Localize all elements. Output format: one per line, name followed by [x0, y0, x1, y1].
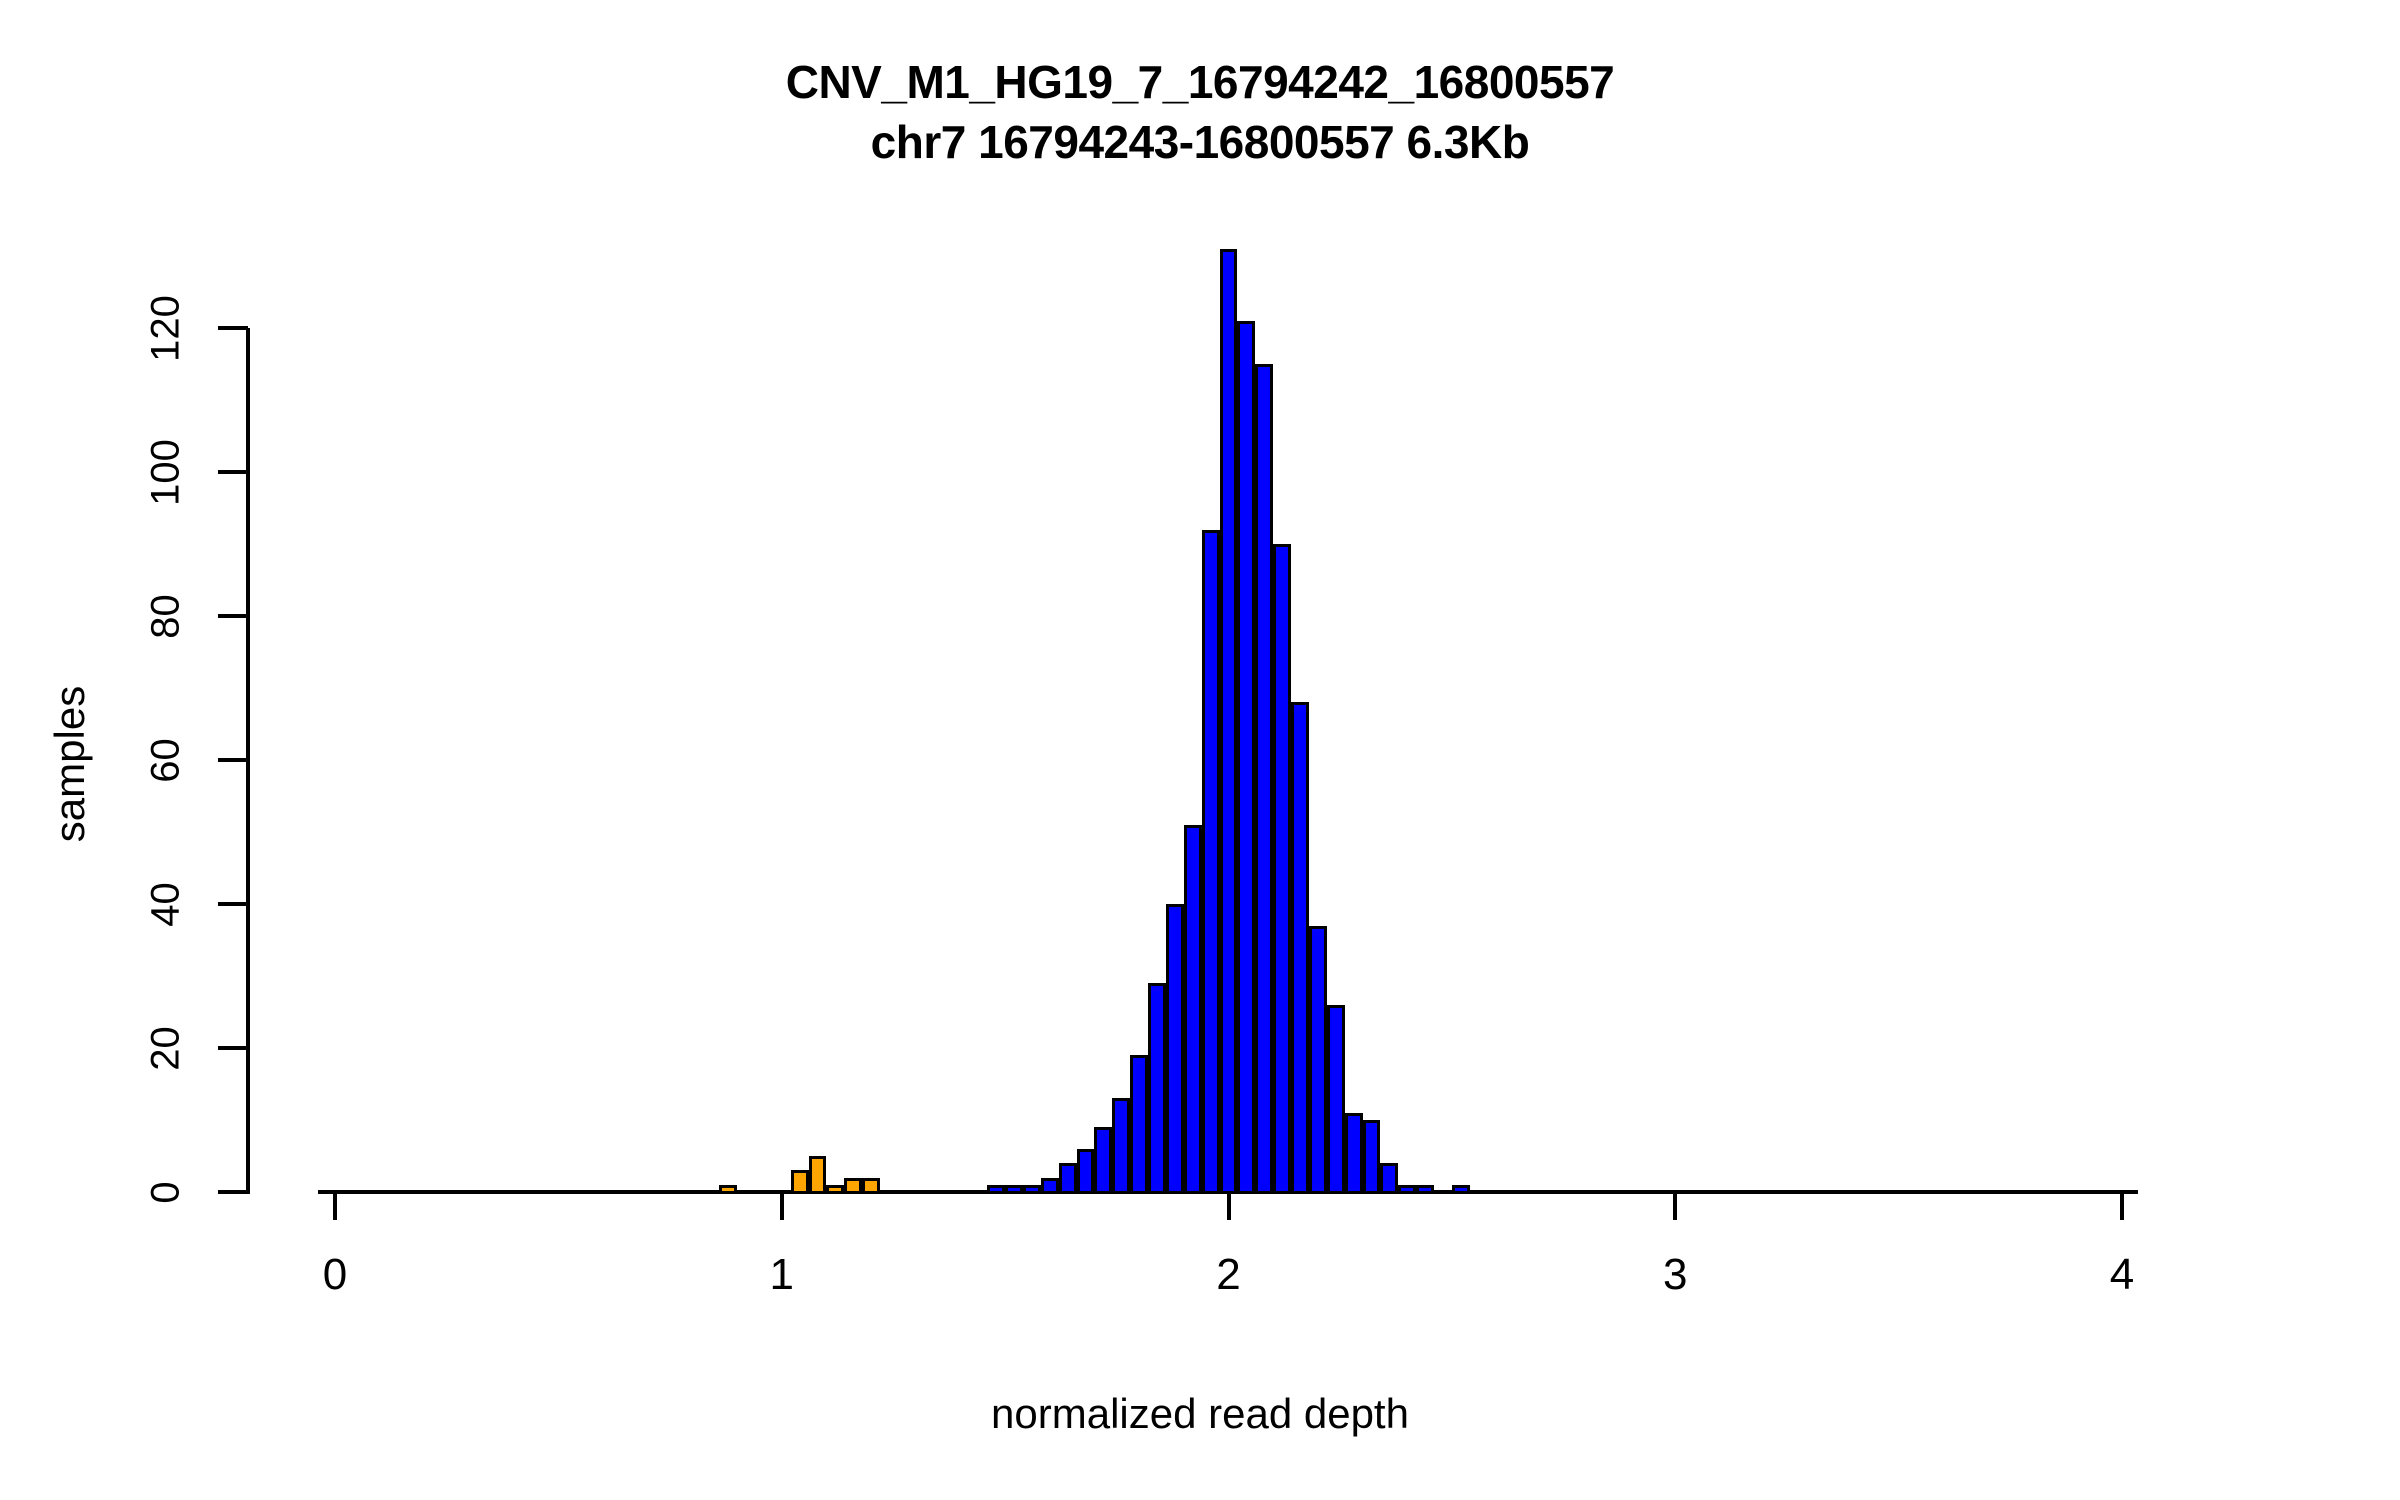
histogram-bar [1130, 1055, 1149, 1194]
y-axis-tick-label: 40 [143, 882, 188, 927]
x-axis-tick-label: 1 [769, 1250, 794, 1299]
histogram-bar [790, 1170, 809, 1194]
x-axis-tick [333, 1192, 337, 1220]
histogram-bar [1326, 1004, 1345, 1194]
y-axis-tick [218, 614, 248, 618]
histogram-bar [1451, 1184, 1470, 1194]
y-axis-tick-label: 0 [143, 1181, 188, 1204]
histogram-bar [1112, 1098, 1131, 1194]
histogram-bar [1058, 1163, 1077, 1194]
y-axis-tick-label: 120 [143, 295, 188, 362]
histogram-bar [1398, 1184, 1417, 1194]
histogram-bar [808, 1156, 827, 1194]
histogram-bar [1022, 1184, 1041, 1194]
histogram-bar [844, 1177, 863, 1194]
histogram-bar [1237, 320, 1256, 1194]
y-axis-tick [218, 470, 248, 474]
histogram-bar [1076, 1148, 1095, 1194]
chart-title-line1: CNV_M1_HG19_7_16794242_16800557 [785, 56, 1615, 108]
y-axis-tick [218, 1190, 248, 1194]
x-axis-tick [2120, 1192, 2124, 1220]
histogram-bar [1416, 1184, 1434, 1194]
histogram-bar [1219, 248, 1238, 1194]
histogram-bar [1255, 364, 1274, 1194]
histogram-bar [1362, 1120, 1381, 1194]
histogram-bar [1040, 1177, 1059, 1194]
histogram-bar [1148, 983, 1166, 1194]
histogram-bar [1165, 904, 1184, 1194]
histogram-bar [1308, 925, 1327, 1194]
histogram-bar [1380, 1163, 1399, 1194]
y-axis-tick [218, 902, 248, 906]
chart-title-line2: chr7 16794243-16800557 6.3Kb [870, 116, 1530, 168]
x-axis-tick-label: 3 [1663, 1250, 1688, 1299]
histogram-bar [1201, 529, 1220, 1194]
y-axis-tick-label: 20 [143, 1026, 188, 1071]
histogram-bar [1094, 1127, 1113, 1194]
x-axis-tick-label: 2 [1216, 1250, 1241, 1299]
x-axis-title: normalized read depth [991, 1390, 1409, 1437]
y-axis-line [246, 328, 250, 1194]
x-axis-tick [1226, 1192, 1231, 1220]
y-axis-title: samples [46, 685, 93, 843]
histogram-bar [1005, 1184, 1023, 1194]
x-axis-tick [779, 1192, 784, 1220]
chart-title: CNV_M1_HG19_7_16794242_16800557 chr7 167… [0, 52, 2400, 172]
y-axis-tick-label: 60 [143, 738, 188, 783]
y-axis-tick-label: 100 [143, 439, 188, 506]
y-axis-tick [218, 1046, 248, 1050]
histogram-bar [1183, 824, 1202, 1194]
histogram-bar [826, 1184, 845, 1194]
histogram-bar [719, 1184, 738, 1194]
histogram-bar [1291, 702, 1309, 1194]
y-axis-tick-label: 80 [143, 594, 188, 639]
x-axis-tick [1673, 1192, 1678, 1220]
y-axis-tick [218, 758, 248, 762]
x-axis-tick-label: 4 [2109, 1250, 2135, 1299]
histogram-bar [1344, 1112, 1363, 1194]
histogram-bar [987, 1184, 1006, 1194]
y-axis-tick [218, 326, 248, 330]
histogram-bar [862, 1177, 881, 1194]
histogram-bar [1273, 544, 1292, 1194]
x-axis-tick-label: 0 [322, 1250, 348, 1299]
